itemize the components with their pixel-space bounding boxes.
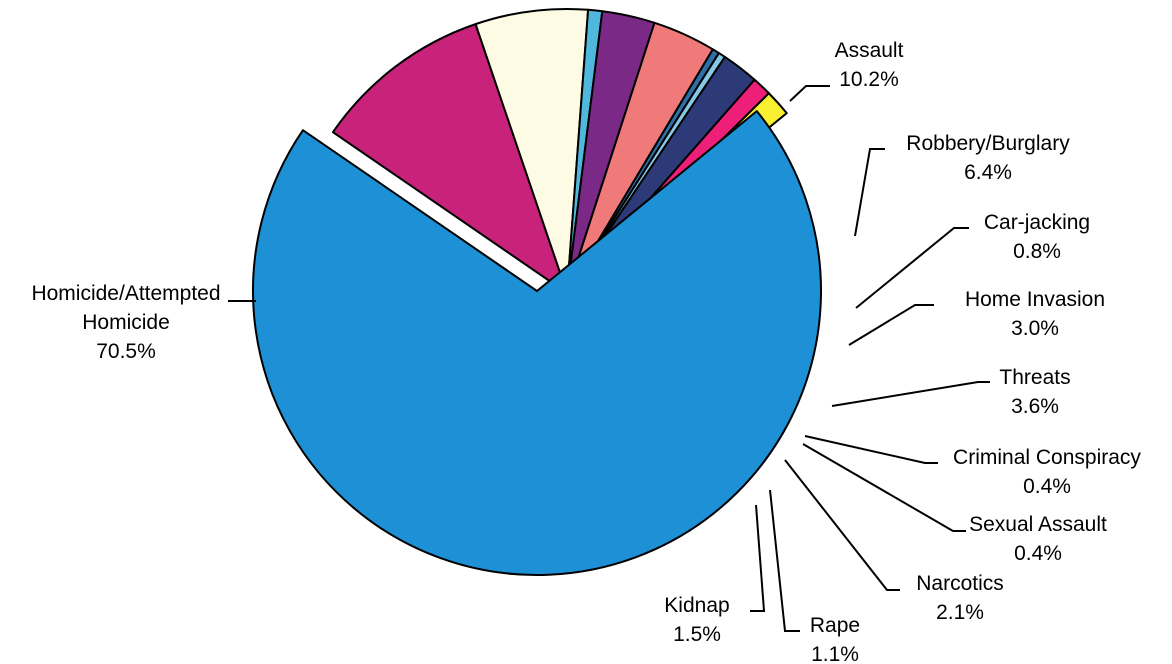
category-label-robbery-burglary: Robbery/Burglary	[906, 132, 1070, 155]
leader-line-car-jacking	[855, 227, 969, 309]
category-label-threats: Threats	[999, 366, 1070, 389]
value-label-threats: 3.6%	[1011, 395, 1059, 418]
category-label-narcotics: Narcotics	[916, 572, 1004, 595]
leader-line-assault	[789, 85, 830, 102]
category-label-sexual-assault: Sexual Assault	[969, 513, 1107, 536]
leader-line-criminal-conspiracy	[804, 435, 938, 464]
leader-line-threats	[831, 381, 990, 407]
slice-labels: Assault 10.2% Robbery/Burglary 6.4% Car-jack…	[31, 39, 1141, 664]
leader-line-sexual-assault	[802, 443, 966, 532]
value-label-rape: 1.1%	[811, 643, 859, 664]
category-label-kidnap: Kidnap	[664, 594, 729, 617]
leader-line-robbery-burglary	[854, 148, 885, 237]
leader-lines	[228, 85, 990, 632]
category-label-criminal-conspiracy: Criminal Conspiracy	[953, 446, 1141, 469]
pie-slices	[252, 8, 822, 576]
category-label-car-jacking: Car-jacking	[984, 211, 1090, 234]
value-label-car-jacking: 0.8%	[1013, 240, 1061, 263]
leader-line-home-invasion	[848, 304, 934, 346]
value-label-kidnap: 1.5%	[673, 623, 721, 646]
leader-line-narcotics	[784, 459, 900, 591]
category-label-assault: Assault	[835, 39, 904, 62]
leader-line-kidnap	[750, 504, 766, 612]
value-label-narcotics: 2.1%	[936, 601, 984, 624]
value-label-assault: 10.2%	[839, 68, 899, 91]
category-label-homicide-attempted-homicide-1: Homicide/Attempted	[31, 282, 220, 305]
value-label-home-invasion: 3.0%	[1011, 317, 1059, 340]
category-label-home-invasion: Home Invasion	[965, 288, 1105, 311]
slice-homicide-attempted-homicide	[252, 110, 822, 576]
leader-line-rape	[769, 489, 800, 632]
value-label-homicide-attempted-homicide: 70.5%	[96, 340, 156, 363]
value-label-robbery-burglary: 6.4%	[964, 161, 1012, 184]
category-label-homicide-attempted-homicide-2: Homicide	[82, 311, 170, 334]
value-label-criminal-conspiracy: 0.4%	[1023, 475, 1071, 498]
slice-assault	[331, 23, 568, 294]
category-label-rape: Rape	[810, 614, 860, 637]
value-label-sexual-assault: 0.4%	[1014, 542, 1062, 565]
slice-robbery-burglary	[474, 8, 590, 294]
